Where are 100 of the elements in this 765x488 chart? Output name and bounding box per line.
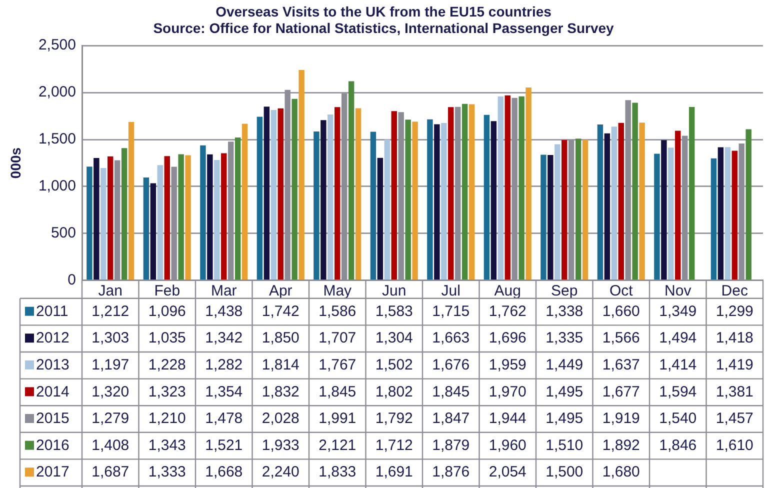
data-label: 1,540 (659, 410, 697, 428)
data-label: 1,299 (716, 302, 754, 320)
bar (654, 154, 660, 280)
data-label: 1,354 (205, 383, 243, 400)
bar (724, 147, 731, 280)
bar (575, 138, 582, 280)
bar (164, 156, 170, 280)
bar (611, 126, 618, 280)
bar (675, 130, 681, 280)
data-label: 1,691 (375, 464, 413, 481)
legend-label: 2017 (36, 464, 70, 481)
data-label: 1,586 (318, 302, 356, 320)
bar (661, 140, 667, 280)
data-label: 1,919 (602, 410, 640, 428)
data-label: 1,349 (659, 302, 697, 320)
data-label: 1,876 (432, 464, 470, 481)
data-label: 1,715 (432, 302, 470, 320)
bar (270, 110, 277, 280)
data-label: 1,792 (375, 410, 413, 428)
bar (548, 155, 554, 280)
x-tick-label: Apr (268, 282, 292, 300)
data-label: 1,212 (92, 302, 130, 320)
data-label: 1,594 (659, 383, 697, 400)
x-tick-label: Jul (441, 282, 460, 300)
data-label: 1,847 (432, 410, 470, 428)
data-label: 1,663 (432, 330, 470, 347)
data-label: 1,096 (148, 302, 186, 320)
data-label: 1,566 (602, 330, 640, 347)
bar (278, 108, 284, 280)
bar (377, 158, 384, 280)
data-label: 1,707 (318, 330, 356, 347)
bar (498, 96, 504, 280)
bar (298, 70, 304, 280)
data-label: 1,343 (148, 436, 186, 454)
bar (732, 150, 738, 280)
data-label: 1,742 (262, 302, 300, 320)
bar (405, 120, 411, 280)
bar (221, 153, 227, 280)
y-tick-label: 2,000 (38, 84, 76, 101)
data-label: 1,228 (148, 356, 186, 374)
data-label: 1,478 (205, 410, 243, 428)
data-label: 1,342 (205, 330, 243, 347)
data-label: 1,521 (205, 436, 243, 454)
chart-title: Overseas Visits to the UK from the EU15 countries (216, 3, 552, 20)
x-tick-label: Aug (494, 282, 521, 300)
bar (468, 104, 475, 280)
x-tick-label: Jan (98, 282, 122, 300)
data-label: 1,687 (92, 464, 130, 481)
data-label: 1,414 (659, 356, 697, 374)
data-label: 1,944 (488, 410, 526, 428)
x-tick-label: Sep (551, 282, 578, 300)
bar (490, 121, 497, 280)
bar (618, 122, 624, 280)
data-label: 1,762 (488, 302, 526, 320)
data-label: 1,419 (716, 356, 754, 374)
data-label: 1,668 (205, 464, 243, 481)
data-label: 1,320 (92, 383, 130, 400)
bar (314, 131, 320, 280)
data-label: 1,933 (262, 436, 300, 454)
bar (746, 129, 752, 280)
data-label: 1,712 (375, 436, 413, 454)
bar (484, 114, 490, 280)
x-tick-label: Nov (664, 282, 692, 300)
legend-label: 2014 (36, 383, 70, 400)
bar (639, 122, 645, 280)
data-label: 2,240 (262, 464, 300, 481)
bar (526, 87, 532, 280)
data-label: 1,845 (432, 383, 470, 400)
bar (214, 160, 220, 280)
bar (632, 102, 638, 280)
y-tick-label: 500 (50, 224, 76, 242)
bar (178, 154, 184, 280)
bar (434, 124, 440, 280)
data-label: 1,850 (262, 330, 300, 347)
data-label: 2,121 (318, 436, 356, 454)
data-label: 1,282 (205, 356, 243, 374)
data-label: 1,846 (659, 436, 697, 454)
bar (207, 154, 213, 280)
bar (427, 119, 433, 280)
data-label: 1,335 (546, 330, 584, 347)
data-label: 1,767 (318, 356, 356, 374)
data-label: 1,845 (318, 383, 356, 400)
bar (86, 166, 92, 280)
y-tick-label: 1,000 (38, 178, 76, 195)
x-tick-label: Oct (609, 282, 634, 300)
data-label: 1,381 (716, 383, 754, 400)
data-label: 1,879 (432, 436, 470, 454)
bar (370, 132, 376, 280)
bar (121, 148, 128, 280)
data-label: 1,610 (716, 436, 754, 454)
bar (200, 145, 206, 280)
legend-label: 2011 (36, 302, 68, 320)
bar (688, 107, 695, 280)
bar (562, 140, 568, 280)
data-label: 2,054 (488, 464, 526, 481)
bar (242, 124, 248, 280)
x-tick-label: Feb (154, 282, 180, 300)
data-label: 1,035 (148, 330, 186, 347)
data-label: 1,680 (602, 464, 640, 481)
source-note: Source: Office for National Statistics, International Passenger Survey (153, 20, 614, 36)
